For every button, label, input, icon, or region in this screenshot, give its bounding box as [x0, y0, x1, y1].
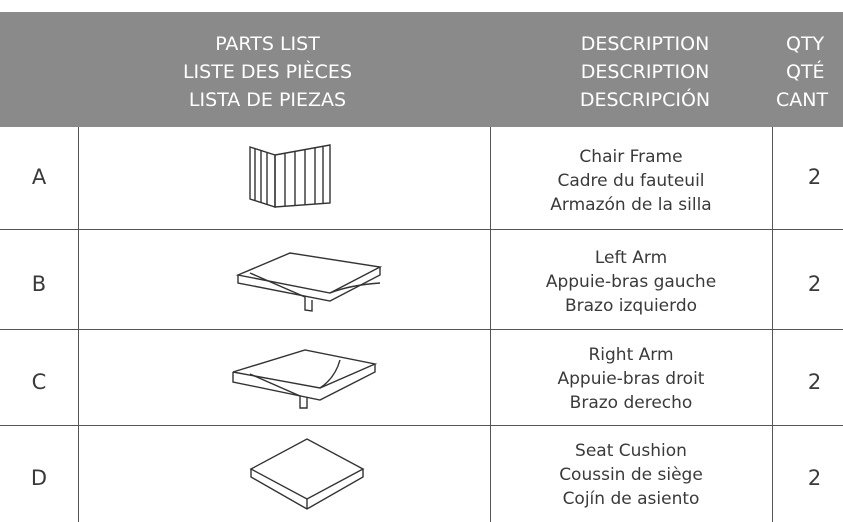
- description-line: Appuie-bras gauche: [545, 272, 717, 292]
- header-line: DESCRIPTION: [580, 33, 710, 55]
- header-line: QTÉ: [786, 61, 825, 83]
- part-letter: A: [31, 165, 47, 189]
- row: D Seat Cushion Coussin de siège Cojín de…: [0, 426, 843, 522]
- header-line: LISTE DES PIÈCES: [182, 61, 353, 83]
- part-image: [235, 252, 383, 312]
- description: Right Arm Appuie-bras droit Brazo derech…: [490, 343, 772, 415]
- header-parts: PARTS LIST LISTE DES PIÈCES LISTA DE PIE…: [140, 30, 395, 114]
- header: PARTS LIST LISTE DES PIÈCES LISTA DE PIE…: [0, 12, 843, 127]
- description-line: Brazo derecho: [569, 393, 693, 413]
- header-line: QTY: [786, 33, 825, 55]
- description-line: Seat Cushion: [575, 441, 687, 461]
- row: C Right Arm Appuie-bras droit Brazo dere…: [0, 330, 843, 426]
- description-line: Cadre du fauteuil: [557, 171, 705, 191]
- row: A Chair Frame Cadre du fauteuil Armazón …: [0, 127, 843, 230]
- description-line: Cojín de asiento: [562, 489, 700, 509]
- quantity: 2: [807, 466, 822, 490]
- description-line: Right Arm: [588, 345, 674, 365]
- description-line: Chair Frame: [579, 147, 683, 167]
- description-line: Armazón de la silla: [550, 195, 712, 215]
- description: Left Arm Appuie-bras gauche Brazo izquie…: [490, 246, 772, 318]
- quantity: 2: [807, 165, 822, 189]
- header-qty: QTY QTÉ CANT: [776, 30, 843, 114]
- column-line: [772, 127, 773, 522]
- part-letter: B: [31, 272, 47, 296]
- description: Seat Cushion Coussin de siège Cojín de a…: [490, 439, 772, 511]
- part-letter: C: [31, 370, 47, 394]
- part-image: [249, 144, 331, 208]
- header-line: DESCRIPCIÓN: [579, 89, 711, 111]
- header-line: PARTS LIST: [215, 33, 320, 55]
- quantity: 2: [807, 272, 822, 296]
- row-line: [0, 229, 843, 230]
- column-line: [78, 127, 79, 522]
- part-image: [232, 349, 378, 409]
- header-line: LISTA DE PIEZAS: [188, 89, 347, 111]
- part-letter: D: [30, 466, 48, 490]
- description: Chair Frame Cadre du fauteuil Armazón de…: [490, 145, 772, 217]
- description-line: Left Arm: [594, 248, 668, 268]
- header-line: DESCRIPTION: [580, 61, 710, 83]
- quantity: 2: [807, 370, 822, 394]
- description-line: Coussin de siège: [559, 465, 703, 485]
- header-line: CANT: [776, 89, 829, 111]
- header-description: DESCRIPTION DESCRIPTION DESCRIPCIÓN: [525, 30, 765, 114]
- row-line: [0, 329, 843, 330]
- description-line: Appuie-bras droit: [557, 369, 705, 389]
- part-image: [249, 438, 365, 510]
- row: B Left Arm Appuie-bras gauche Brazo izqu…: [0, 230, 843, 330]
- description-line: Brazo izquierdo: [564, 296, 698, 316]
- column-line: [490, 127, 491, 522]
- row-line: [0, 425, 843, 426]
